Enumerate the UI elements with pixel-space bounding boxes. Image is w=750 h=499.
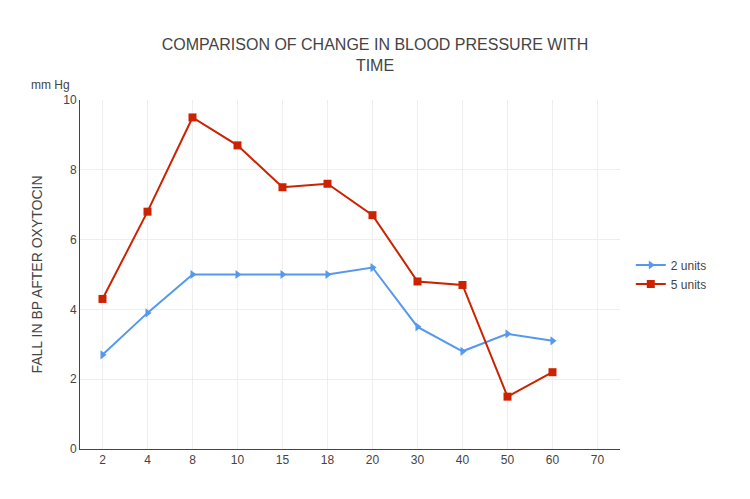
svg-text:2: 2 <box>70 372 77 386</box>
svg-text:5 units: 5 units <box>671 278 706 292</box>
svg-text:20: 20 <box>366 453 380 467</box>
svg-text:10: 10 <box>63 93 77 107</box>
svg-text:COMPARISON OF CHANGE IN BLOOD: COMPARISON OF CHANGE IN BLOOD PRESSURE W… <box>162 36 588 74</box>
svg-text:50: 50 <box>501 453 515 467</box>
svg-text:4: 4 <box>144 453 151 467</box>
svg-text:FALL IN BP AFTER OXYTOCIN: FALL IN BP AFTER OXYTOCIN <box>29 175 45 373</box>
svg-text:8: 8 <box>189 453 196 467</box>
svg-text:18: 18 <box>321 453 335 467</box>
svg-text:8: 8 <box>70 163 77 177</box>
svg-text:mm Hg: mm Hg <box>31 78 70 92</box>
svg-text:10: 10 <box>231 453 245 467</box>
svg-text:4: 4 <box>70 303 77 317</box>
svg-text:0: 0 <box>70 442 77 456</box>
svg-text:2: 2 <box>99 453 106 467</box>
svg-text:6: 6 <box>70 233 77 247</box>
svg-text:40: 40 <box>456 453 470 467</box>
svg-text:70: 70 <box>591 453 605 467</box>
svg-text:30: 30 <box>411 453 425 467</box>
svg-text:2 units: 2 units <box>671 259 706 273</box>
svg-text:60: 60 <box>546 453 560 467</box>
svg-text:15: 15 <box>276 453 290 467</box>
